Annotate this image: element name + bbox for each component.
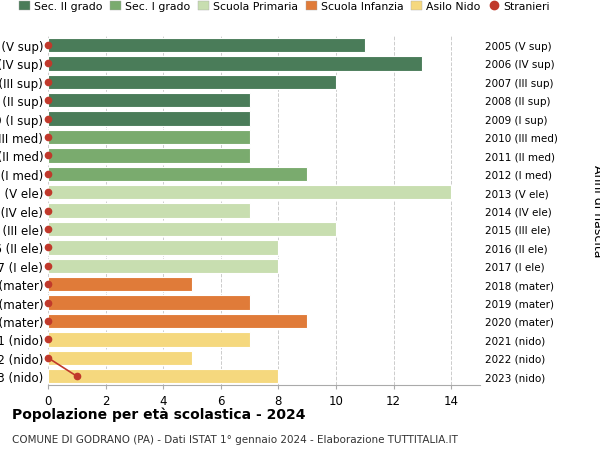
Legend: Sec. II grado, Sec. I grado, Scuola Primaria, Scuola Infanzia, Asilo Nido, Stran: Sec. II grado, Sec. I grado, Scuola Prim… bbox=[19, 2, 550, 12]
Text: Popolazione per età scolastica - 2024: Popolazione per età scolastica - 2024 bbox=[12, 406, 305, 421]
Bar bbox=[48, 167, 307, 182]
Bar bbox=[48, 296, 250, 310]
Text: Anni di nascita: Anni di nascita bbox=[590, 165, 600, 257]
Bar bbox=[48, 277, 192, 292]
Bar bbox=[48, 94, 250, 108]
Bar bbox=[48, 112, 250, 127]
Bar bbox=[48, 39, 365, 53]
Text: COMUNE DI GODRANO (PA) - Dati ISTAT 1° gennaio 2024 - Elaborazione TUTTITALIA.IT: COMUNE DI GODRANO (PA) - Dati ISTAT 1° g… bbox=[12, 434, 458, 444]
Bar bbox=[48, 314, 307, 329]
Bar bbox=[48, 149, 250, 163]
Bar bbox=[48, 57, 422, 72]
Bar bbox=[48, 130, 250, 145]
Bar bbox=[48, 222, 336, 237]
Bar bbox=[48, 241, 278, 255]
Bar bbox=[48, 351, 192, 365]
Bar bbox=[48, 332, 250, 347]
Bar bbox=[48, 75, 336, 90]
Bar bbox=[48, 204, 250, 218]
Bar bbox=[48, 185, 451, 200]
Bar bbox=[48, 369, 278, 384]
Bar bbox=[48, 259, 278, 274]
